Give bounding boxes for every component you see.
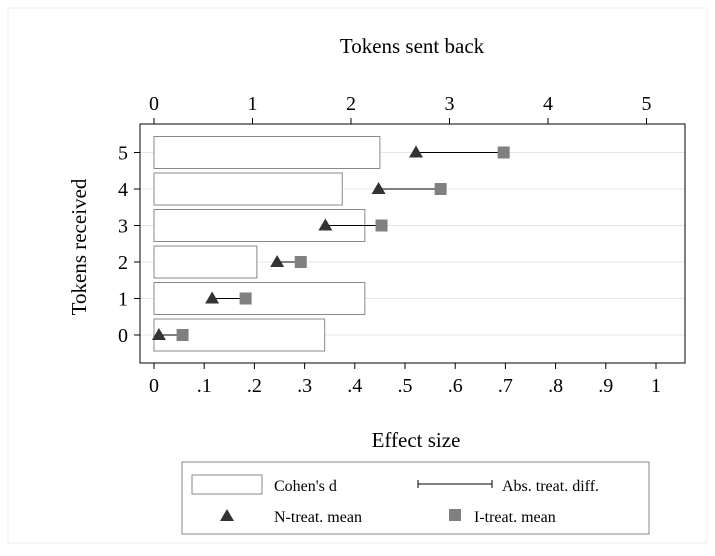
legend-swatch-cohens-d: [191, 474, 263, 495]
y-tick-label-2: 2: [118, 252, 128, 274]
plot-area-border: [139, 123, 686, 364]
bottom-tick-label-5: .5: [398, 375, 413, 397]
y-axis-title: Tokens received: [67, 178, 91, 315]
bottom-tick-label-10: 1: [651, 375, 661, 397]
top-tick-label-2: 2: [346, 93, 356, 115]
i-treat-marker-2: [294, 256, 307, 268]
top-tick-label-4: 4: [543, 93, 553, 115]
bottom-tick-label-4: .4: [347, 375, 362, 397]
chart-background: [7, 7, 708, 544]
bottom-tick-label-9: .9: [598, 375, 613, 397]
bottom-tick-label-7: .7: [498, 375, 513, 397]
n-treat-marker-1: [205, 291, 220, 304]
cohens-d-bars: [153, 136, 381, 352]
n-treat-marker-0: [151, 328, 166, 340]
y-tick-label-1: 1: [118, 289, 128, 311]
legend-swatch-difference: [417, 480, 493, 488]
axes: 0 1 2 3 4 5 0 .1 .2 .3 .4 .5 .6 .7 .8 .9 1 0 1 2 3 4 5: [118, 93, 661, 397]
top-tick-label-5: 5: [642, 93, 652, 115]
bottom-tick-label-8: .8: [548, 375, 563, 397]
y-tick-label-4: 4: [118, 179, 128, 201]
legend-label-cohens-d: Cohen's d: [274, 478, 337, 495]
top-tick-label-0: 0: [149, 93, 159, 115]
bottom-tick-label-1: .1: [197, 375, 212, 397]
cohens-d-bar-2: [153, 245, 258, 279]
i-treat-marker-0: [176, 329, 189, 341]
i-treat-marker-1: [239, 292, 252, 305]
bottom-tick-label-2: .2: [247, 375, 262, 397]
legend-label-n-treat: N-treat. mean: [274, 509, 362, 526]
legend-marker-i-treat: [449, 509, 461, 521]
i-treat-marker-3: [375, 219, 388, 232]
cohens-d-bar-5: [153, 136, 381, 169]
top-tick-label-1: 1: [248, 93, 258, 115]
legend-box: [181, 461, 650, 535]
legend: Cohen's d Abs. treat. diff. N-treat. mea…: [181, 461, 650, 535]
legend-label-i-treat: I-treat. mean: [474, 509, 556, 526]
bottom-axis-title: Effect size: [372, 428, 461, 452]
i-treat-marker-4: [434, 183, 447, 195]
bottom-tick-label-0: 0: [149, 375, 159, 397]
top-axis-title: Tokens sent back: [340, 34, 485, 58]
n-treat-marker-5: [409, 145, 424, 158]
i-treat-marker-5: [497, 146, 510, 159]
cohens-d-bar-4: [153, 172, 343, 206]
cohens-d-bar-1: [153, 282, 366, 315]
legend-label-difference: Abs. treat. diff.: [502, 478, 599, 495]
y-tick-label-3: 3: [118, 216, 128, 238]
n-treat-marker-4: [371, 182, 386, 194]
legend-marker-n-treat: [220, 509, 234, 521]
top-tick-label-3: 3: [445, 93, 455, 115]
n-treat-marker-2: [270, 255, 285, 267]
n-treat-marker-3: [318, 218, 333, 231]
y-tick-label-5: 5: [118, 143, 128, 165]
treatment-markers: [151, 145, 510, 341]
y-tick-label-0: 0: [118, 325, 128, 347]
cohens-d-bar-0: [153, 318, 326, 352]
bottom-tick-label-6: .6: [448, 375, 463, 397]
bottom-tick-label-3: .3: [297, 375, 312, 397]
